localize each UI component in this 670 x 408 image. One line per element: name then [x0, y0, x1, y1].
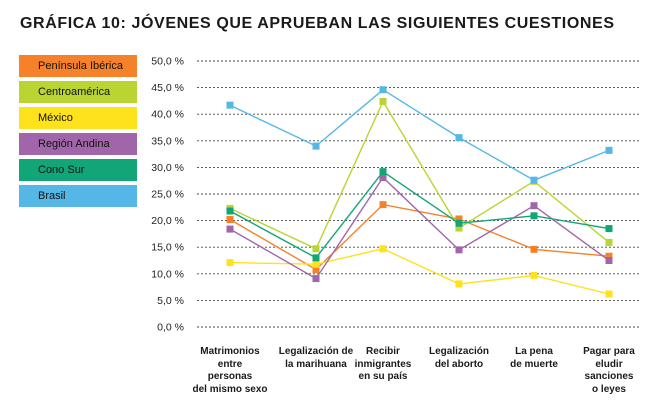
series-line-brasil [229, 88, 610, 181]
x-category-label-line: personas [207, 371, 253, 382]
y-tick-label: 0,0 % [157, 322, 184, 334]
data-point-centroamerica [312, 245, 320, 253]
data-point-cono-sur [226, 207, 234, 215]
x-category-label: Legalización del aborto [409, 346, 509, 371]
data-point-mexico [379, 245, 387, 253]
series-line-cono-sur [229, 170, 610, 259]
y-tick-label: 25,0 % [151, 189, 184, 201]
chart-title: GRÁFICA 10: JÓVENES QUE APRUEBAN LAS SIG… [20, 15, 615, 32]
x-category-label-line: Pagar para [583, 346, 635, 357]
data-point-region-andina [605, 257, 613, 264]
legend-item-region-andina: Región Andina [19, 133, 137, 155]
y-tick-label: 50,0 % [151, 56, 184, 68]
data-point-peninsula-iberica [605, 252, 613, 260]
x-category-label-line: de muerte [510, 358, 558, 370]
data-point-cono-sur [530, 212, 538, 220]
data-point-mexico [530, 271, 538, 279]
data-point-peninsula-iberica [226, 216, 234, 224]
x-category-label-line: inmigrantes [354, 358, 412, 370]
data-point-cono-sur [312, 254, 320, 262]
x-category-label-line: eludir [595, 358, 623, 370]
x-category-label-line: Matrimonios [200, 346, 260, 357]
data-point-brasil [530, 176, 538, 184]
data-point-brasil [312, 142, 320, 150]
y-tick-label: 45,0 % [151, 82, 184, 94]
data-point-centroamerica [605, 238, 613, 246]
data-point-brasil [379, 86, 387, 94]
data-point-brasil [226, 101, 234, 109]
x-category-label-line: Legalización de [278, 346, 354, 357]
x-category-label-line: sanciones [584, 371, 634, 382]
series-line-centroamerica [229, 99, 610, 250]
legend-item-mexico: México [19, 107, 137, 129]
data-point-region-andina [455, 246, 463, 254]
x-category-label-line: Recibir [366, 346, 400, 357]
series-line-peninsula-iberica [229, 203, 610, 271]
y-tick-label: 5,0 % [157, 295, 184, 307]
x-category-label: La pena de muerte [484, 346, 584, 371]
series-line-mexico [229, 248, 610, 295]
data-point-peninsula-iberica [455, 215, 463, 223]
data-point-region-andina [379, 174, 387, 182]
data-point-centroamerica [455, 224, 463, 232]
x-category-label-line: del aborto [434, 358, 484, 370]
y-tick-label: 15,0 % [151, 242, 184, 254]
x-category-label-line: la marihuana [285, 358, 347, 370]
data-point-mexico [605, 290, 613, 298]
data-point-mexico [226, 259, 234, 267]
x-category-label-line: entre [217, 358, 243, 370]
x-category-label-line: del mismo sexo [192, 383, 268, 395]
y-tick-label: 10,0 % [151, 268, 184, 280]
series-line-region-andina [229, 176, 610, 280]
data-point-brasil [455, 134, 463, 142]
x-category-label: Matrimonios entre personas del mismo sexo [180, 346, 280, 396]
x-category-label: Pagar para eludir sanciones o leyes [559, 346, 659, 396]
x-category-label-line: Legalización [428, 346, 489, 357]
data-point-brasil [605, 146, 613, 154]
data-point-mexico [455, 280, 463, 288]
legend-item-brasil: Brasil [19, 185, 137, 207]
data-point-peninsula-iberica [379, 201, 387, 209]
x-category-label: Recibir inmigrantes en su país [333, 346, 433, 384]
y-tick-label: 20,0 % [151, 215, 184, 227]
data-point-centroamerica [379, 97, 387, 105]
data-point-region-andina [530, 202, 538, 210]
x-category-label-line: en su país [358, 371, 408, 382]
legend-item-centroamerica: Centroamérica [19, 81, 137, 103]
legend-item-cono-sur: Cono Sur [19, 159, 137, 181]
y-tick-label: 35,0 % [151, 135, 184, 147]
x-category-label-line: La pena [515, 346, 553, 357]
data-point-peninsula-iberica [312, 266, 320, 274]
data-point-cono-sur [379, 168, 387, 176]
x-category-label-line: o leyes [592, 383, 626, 395]
y-tick-label: 30,0 % [151, 162, 184, 174]
data-point-cono-sur [455, 219, 463, 227]
legend: Península Ibérica Centroamérica México Regi… [19, 55, 137, 211]
legend-item-peninsula-iberica: Península Ibérica [19, 55, 137, 77]
y-tick-label: 40,0 % [151, 109, 184, 121]
data-point-peninsula-iberica [530, 245, 538, 253]
x-category-label: Legalización de la marihuana [266, 346, 366, 371]
data-point-cono-sur [605, 225, 613, 233]
data-point-region-andina [312, 275, 320, 283]
data-point-mexico [312, 260, 320, 268]
data-point-region-andina [226, 225, 234, 233]
